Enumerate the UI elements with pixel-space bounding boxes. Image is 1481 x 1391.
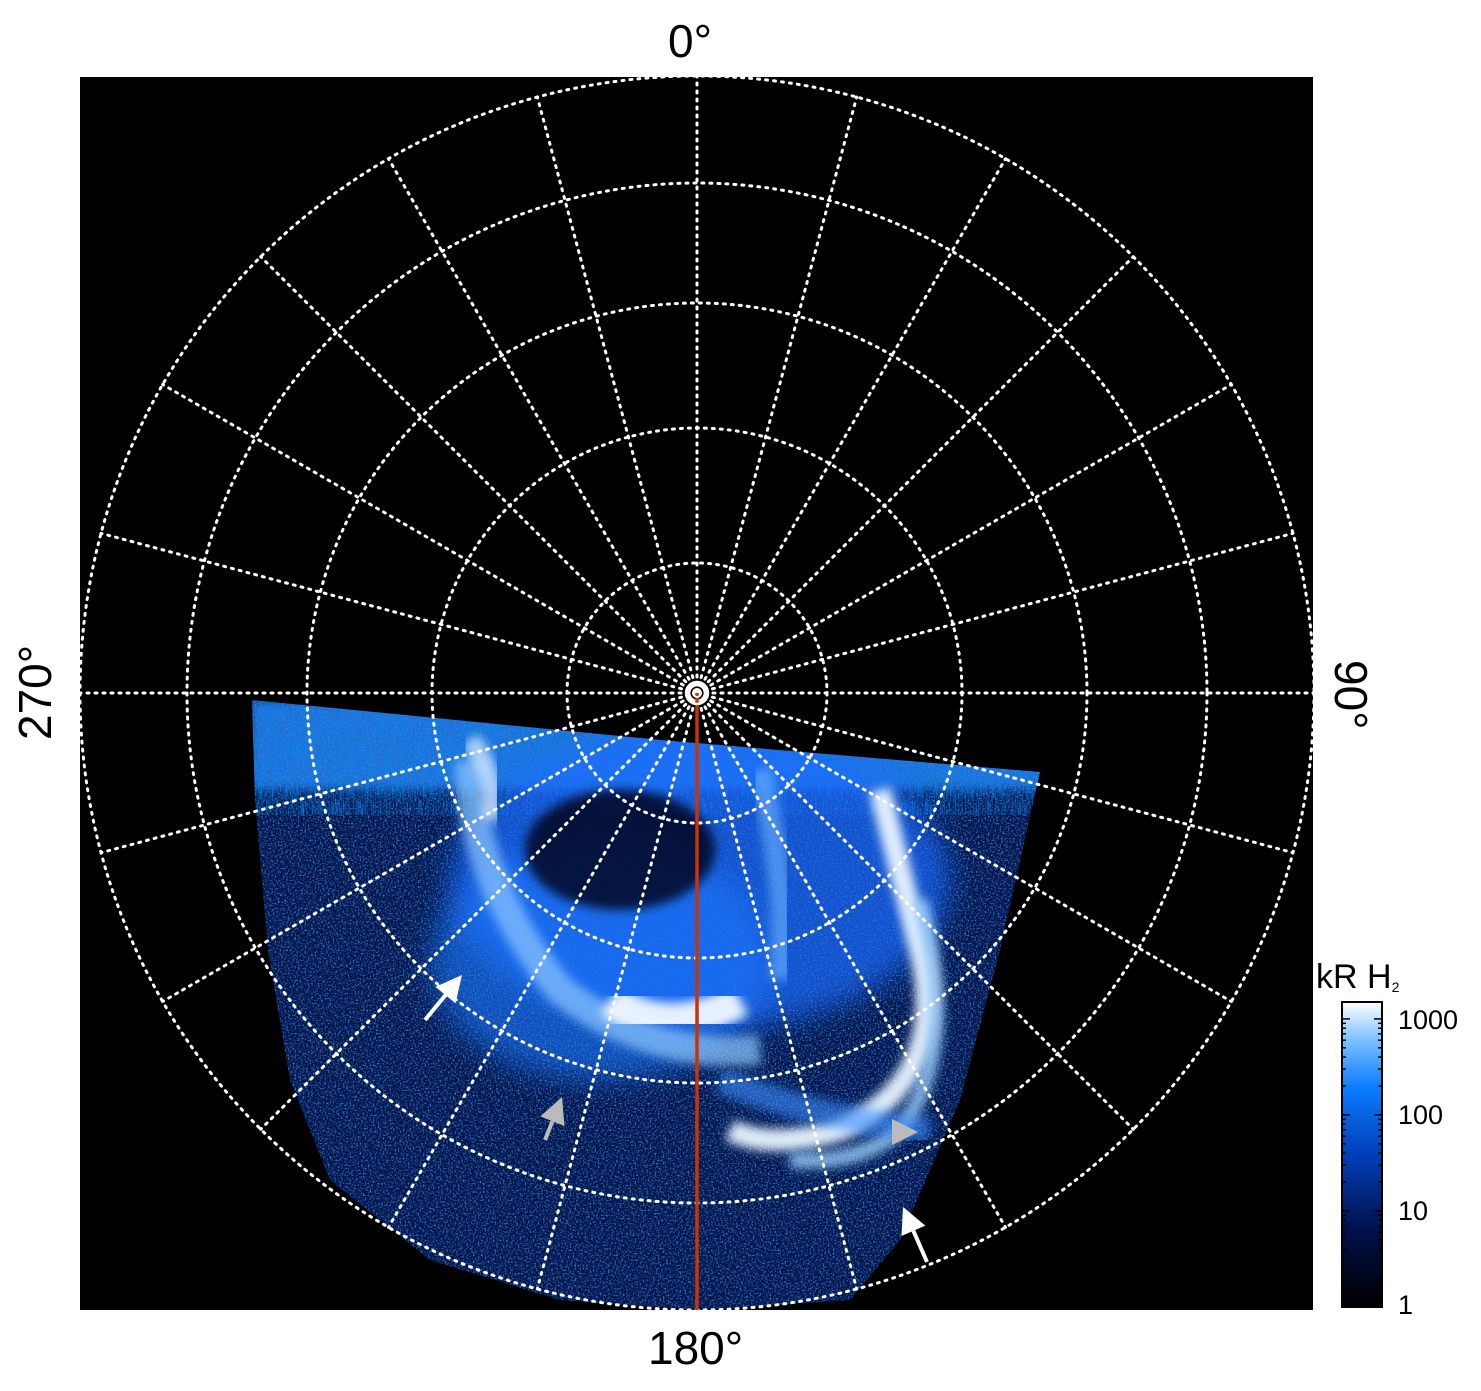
pole-marker: [684, 680, 710, 706]
annotation-arrow: [901, 1207, 929, 1263]
azimuth-label-180: 180°: [648, 1322, 744, 1374]
meridian-line: [535, 691, 699, 1291]
meridian-line: [695, 691, 859, 1291]
latitude-ring: [305, 301, 1089, 1085]
meridian-line: [161, 383, 699, 695]
meridian-line: [695, 691, 1295, 855]
meridian-line: [535, 95, 699, 695]
colorbar-title: kR H2: [1316, 958, 1400, 996]
meridian-line: [695, 691, 1233, 1003]
meridian-line: [99, 691, 699, 855]
meridian-line: [259, 255, 699, 695]
meridian-line: [695, 383, 1233, 695]
annotation-arrow: [540, 1097, 565, 1141]
annotation-arrow: [423, 975, 462, 1022]
meridian-line: [695, 531, 1295, 695]
colorbar: [1341, 1001, 1383, 1308]
meridian-line: [99, 531, 699, 695]
meridian-line: [695, 691, 1135, 1131]
colorbar-tick-1000: 1000: [1398, 1005, 1459, 1035]
azimuth-label-270: 270°: [9, 644, 61, 740]
azimuth-label-90: 90°: [1325, 660, 1377, 730]
colorbar-tick-1: 1: [1398, 1290, 1414, 1320]
colorbar-tick-10: 10: [1398, 1196, 1429, 1226]
meridian-line: [387, 157, 699, 695]
meridian-line: [161, 691, 699, 1003]
meridian-line: [695, 95, 859, 695]
meridian-line: [695, 255, 1135, 695]
meridian-line: [695, 691, 1007, 1229]
meridian-line: [387, 691, 699, 1229]
annotation-arrow: [892, 1119, 918, 1145]
meridian-line: [259, 691, 699, 1131]
azimuth-label-0: 0°: [668, 15, 712, 67]
meridian-line: [695, 157, 1007, 695]
colorbar-tick-100: 100: [1398, 1100, 1444, 1130]
